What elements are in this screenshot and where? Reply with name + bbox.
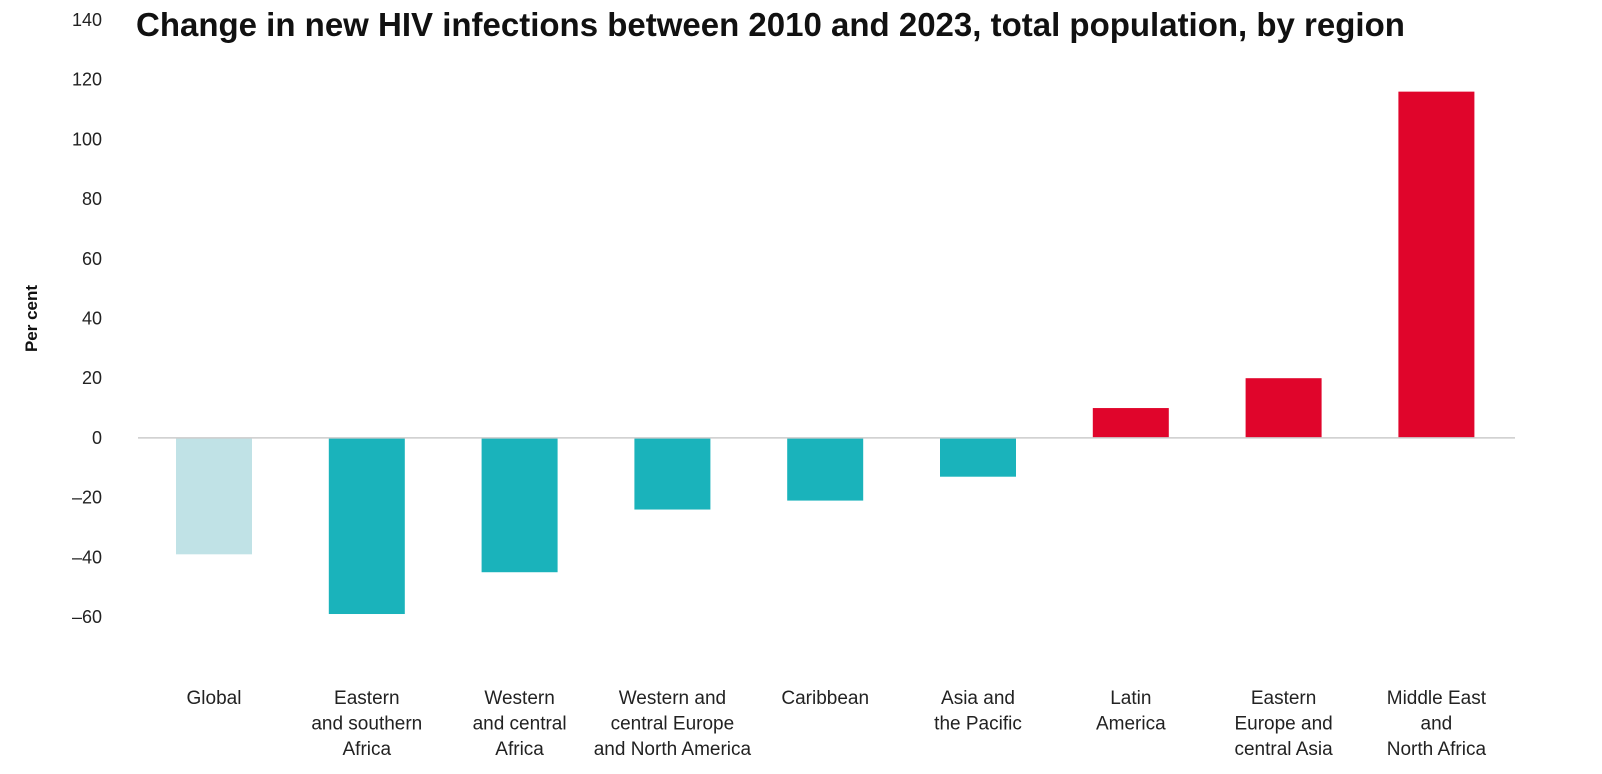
bar: [176, 437, 252, 555]
category-label: Asia and the Pacific: [934, 688, 1022, 735]
chart-title: Change in new HIV infections between 201…: [136, 6, 1405, 43]
bar: [328, 437, 405, 615]
y-tick-label: –40: [72, 547, 102, 567]
y-axis-title: Per cent: [22, 285, 41, 352]
bar: [634, 437, 711, 510]
bar: [1092, 408, 1169, 438]
category-labels: Global Eastern and southern Africa Western an…: [187, 688, 1487, 760]
category-label: Eastern and southern Africa: [311, 688, 422, 760]
category-label: Middle East and North Africa: [1387, 688, 1487, 760]
y-tick-label: –60: [72, 607, 102, 627]
y-tick-label: 100: [72, 129, 102, 149]
bar: [1398, 91, 1475, 438]
bar: [940, 437, 1016, 477]
y-tick-label: 60: [82, 249, 102, 269]
y-axis-ticks: 140 120 100 80 60 40 20 0 –20 –40 –60: [72, 10, 102, 627]
y-tick-label: 20: [82, 368, 102, 388]
category-label: Eastern Europe and central Asia: [1234, 688, 1333, 760]
category-label: Global: [187, 688, 242, 709]
category-label: Latin America: [1096, 688, 1166, 735]
bar: [1245, 378, 1322, 438]
y-tick-label: 140: [72, 10, 102, 30]
bar: [787, 437, 864, 501]
y-tick-label: 80: [82, 189, 102, 209]
y-tick-label: 0: [92, 428, 102, 448]
y-tick-label: –20: [72, 488, 102, 508]
category-label: Western and central Africa: [473, 688, 567, 760]
bar: [481, 437, 558, 573]
y-tick-label: 40: [82, 309, 102, 329]
y-tick-label: 120: [72, 70, 102, 90]
category-label: Caribbean: [781, 688, 869, 709]
bars: [176, 91, 1475, 615]
y-axis-title-group: Per cent: [22, 285, 41, 352]
category-label: Western and central Europe and North Ameri…: [594, 688, 752, 760]
